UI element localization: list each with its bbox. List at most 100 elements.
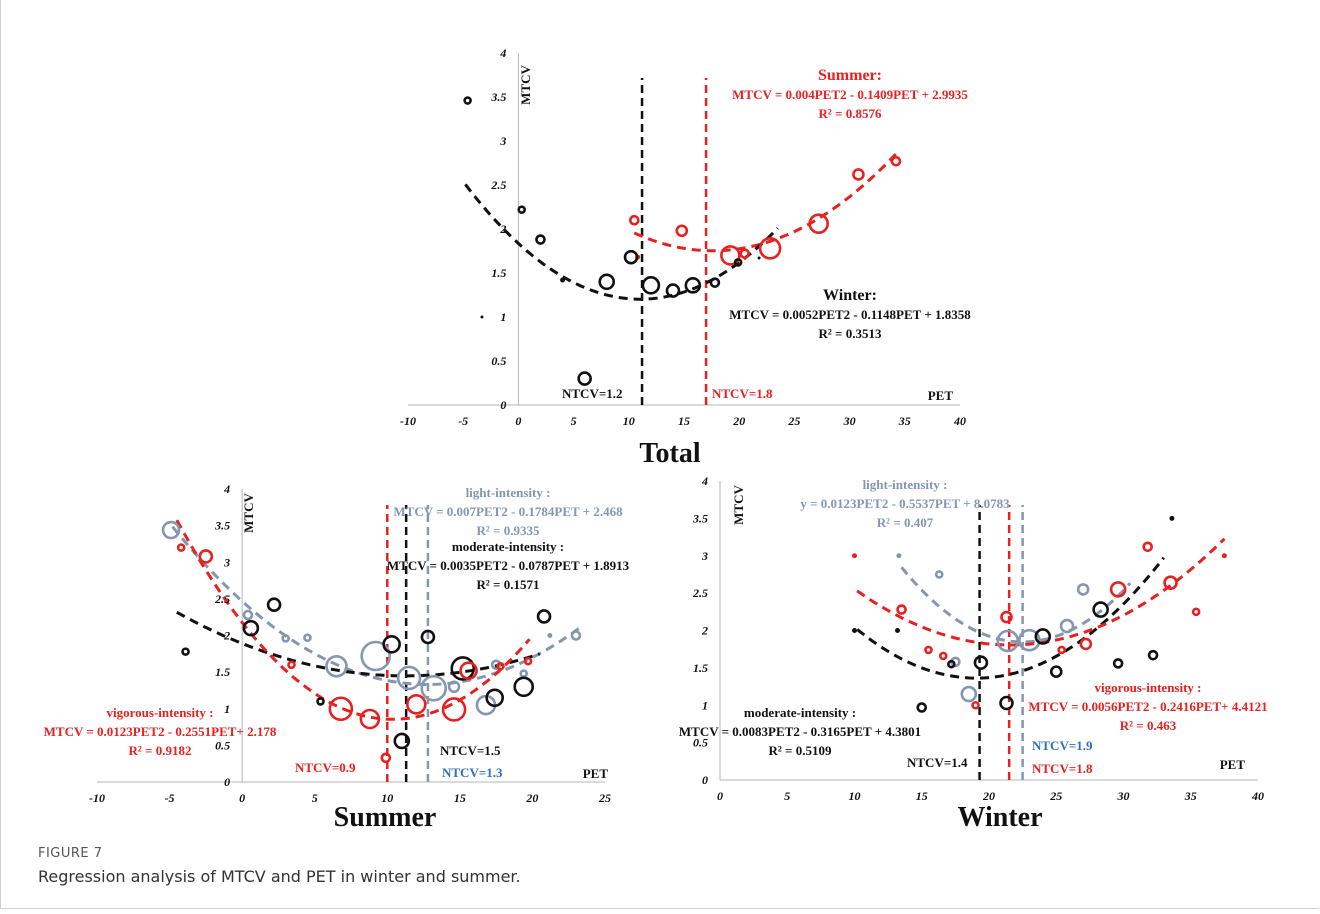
data-point bbox=[852, 628, 857, 633]
x-tick-label: 0 bbox=[515, 414, 521, 428]
equation-line: light-intensity : bbox=[863, 477, 948, 492]
data-point bbox=[441, 697, 467, 722]
data-point bbox=[720, 245, 741, 266]
data-point bbox=[1000, 610, 1013, 624]
equation-line: light-intensity : bbox=[466, 485, 551, 500]
data-point bbox=[999, 695, 1014, 711]
equation-line: MTCV = 0.0123PET2 - 0.2551PET+ 2.178 bbox=[44, 724, 277, 739]
y-tick-label: 3.5 bbox=[490, 90, 506, 104]
equation-line: y = 0.0123PET2 - 0.5537PET + 8.0783 bbox=[800, 496, 1010, 511]
data-point bbox=[547, 633, 553, 638]
equation-line: moderate-intensity : bbox=[744, 705, 856, 720]
data-point bbox=[266, 597, 282, 613]
data-point bbox=[535, 234, 546, 245]
y-axis-label: MTCV bbox=[731, 485, 746, 525]
x-tick-label: 5 bbox=[784, 789, 790, 803]
ntcv-label: NTCV=1.2 bbox=[562, 386, 623, 401]
equation-line: MTCV = 0.0052PET2 - 0.1148PET + 1.8358 bbox=[729, 307, 971, 322]
chart-summer bbox=[97, 489, 605, 783]
data-point bbox=[1191, 607, 1201, 617]
data-point bbox=[316, 697, 325, 706]
ntcv-label: NTCV=1.8 bbox=[712, 386, 773, 401]
equation-line: MTCV = 0.007PET2 - 0.1784PET + 2.468 bbox=[393, 504, 623, 519]
ntcv-label: NTCV=1.5 bbox=[440, 743, 501, 758]
figure-label: FIGURE 7 bbox=[38, 846, 103, 861]
data-point bbox=[947, 659, 956, 669]
equation-line: R² = 0.5109 bbox=[769, 743, 832, 758]
data-point bbox=[1059, 618, 1075, 634]
data-point bbox=[570, 630, 582, 641]
data-point bbox=[513, 676, 535, 698]
data-point bbox=[176, 543, 186, 552]
chart-title: Summer bbox=[334, 802, 437, 833]
data-point bbox=[1112, 658, 1124, 669]
data-point bbox=[1076, 583, 1090, 596]
equation-line: Summer: bbox=[818, 67, 882, 84]
data-point bbox=[420, 674, 448, 702]
fit-curve-light-intensity bbox=[171, 525, 582, 687]
data-point bbox=[396, 665, 422, 691]
x-tick-label: -10 bbox=[89, 791, 105, 805]
data-point bbox=[1049, 665, 1063, 678]
x-tick-label: 35 bbox=[1184, 789, 1197, 803]
data-point bbox=[808, 213, 829, 235]
x-tick-label: 10 bbox=[381, 791, 393, 805]
data-point bbox=[463, 96, 472, 105]
data-point bbox=[852, 553, 857, 559]
x-tick-label: 20 bbox=[525, 791, 538, 805]
y-tick-label: 0.5 bbox=[693, 736, 708, 750]
y-tick-label: 1.5 bbox=[215, 665, 230, 679]
fit-curve-winter bbox=[464, 183, 779, 301]
data-point bbox=[161, 520, 181, 540]
x-tick-label: 15 bbox=[454, 791, 466, 805]
data-point bbox=[406, 694, 427, 715]
data-point bbox=[1079, 637, 1093, 651]
equation-line: R² = 0.8576 bbox=[819, 106, 882, 121]
data-point bbox=[496, 661, 505, 671]
data-point bbox=[934, 570, 944, 579]
data-point bbox=[890, 155, 902, 167]
data-point bbox=[328, 696, 354, 722]
data-point bbox=[1142, 541, 1154, 553]
data-point bbox=[709, 277, 721, 288]
data-point bbox=[480, 315, 484, 319]
y-tick-label: 2 bbox=[701, 624, 708, 638]
y-tick-label: 3.5 bbox=[214, 519, 230, 533]
x-tick-label: 40 bbox=[953, 414, 966, 428]
y-tick-label: 2.5 bbox=[692, 586, 708, 600]
data-point bbox=[450, 656, 476, 681]
data-point bbox=[1109, 581, 1127, 598]
chart-title: Total bbox=[639, 438, 700, 469]
y-axis-label: MTCV bbox=[518, 65, 533, 105]
data-point bbox=[739, 248, 751, 259]
data-point bbox=[287, 660, 296, 670]
data-point bbox=[598, 273, 616, 291]
fit-curve-summer bbox=[633, 149, 901, 253]
y-tick-label: 4 bbox=[223, 482, 230, 496]
x-tick-label: 10 bbox=[849, 789, 861, 803]
y-tick-label: 0.5 bbox=[215, 738, 230, 752]
data-point bbox=[641, 276, 661, 295]
equation-line: R² = 0.9182 bbox=[129, 743, 192, 758]
y-tick-label: 4 bbox=[499, 46, 506, 60]
x-axis-label: PET bbox=[583, 766, 609, 781]
equation-line: Winter: bbox=[823, 287, 877, 304]
data-point bbox=[382, 634, 401, 654]
x-tick-label: 30 bbox=[843, 414, 856, 428]
y-tick-label: 0.5 bbox=[491, 354, 506, 368]
data-point bbox=[623, 249, 639, 265]
equation-line: vigorous-intensity : bbox=[106, 705, 213, 720]
data-point bbox=[1092, 601, 1109, 618]
data-point bbox=[1163, 575, 1178, 590]
y-tick-label: 3 bbox=[499, 134, 506, 148]
x-axis-label: PET bbox=[928, 388, 954, 403]
y-tick-label: 0 bbox=[224, 775, 230, 789]
chart-total bbox=[408, 53, 960, 406]
equation-line: R² = 0.407 bbox=[877, 515, 934, 530]
x-tick-label: 20 bbox=[732, 414, 745, 428]
equation-line: MTCV = 0.004PET2 - 0.1409PET + 2.9935 bbox=[732, 87, 968, 102]
y-tick-label: 2 bbox=[499, 222, 506, 236]
x-tick-label: 0 bbox=[717, 789, 723, 803]
y-tick-label: 1 bbox=[500, 310, 506, 324]
